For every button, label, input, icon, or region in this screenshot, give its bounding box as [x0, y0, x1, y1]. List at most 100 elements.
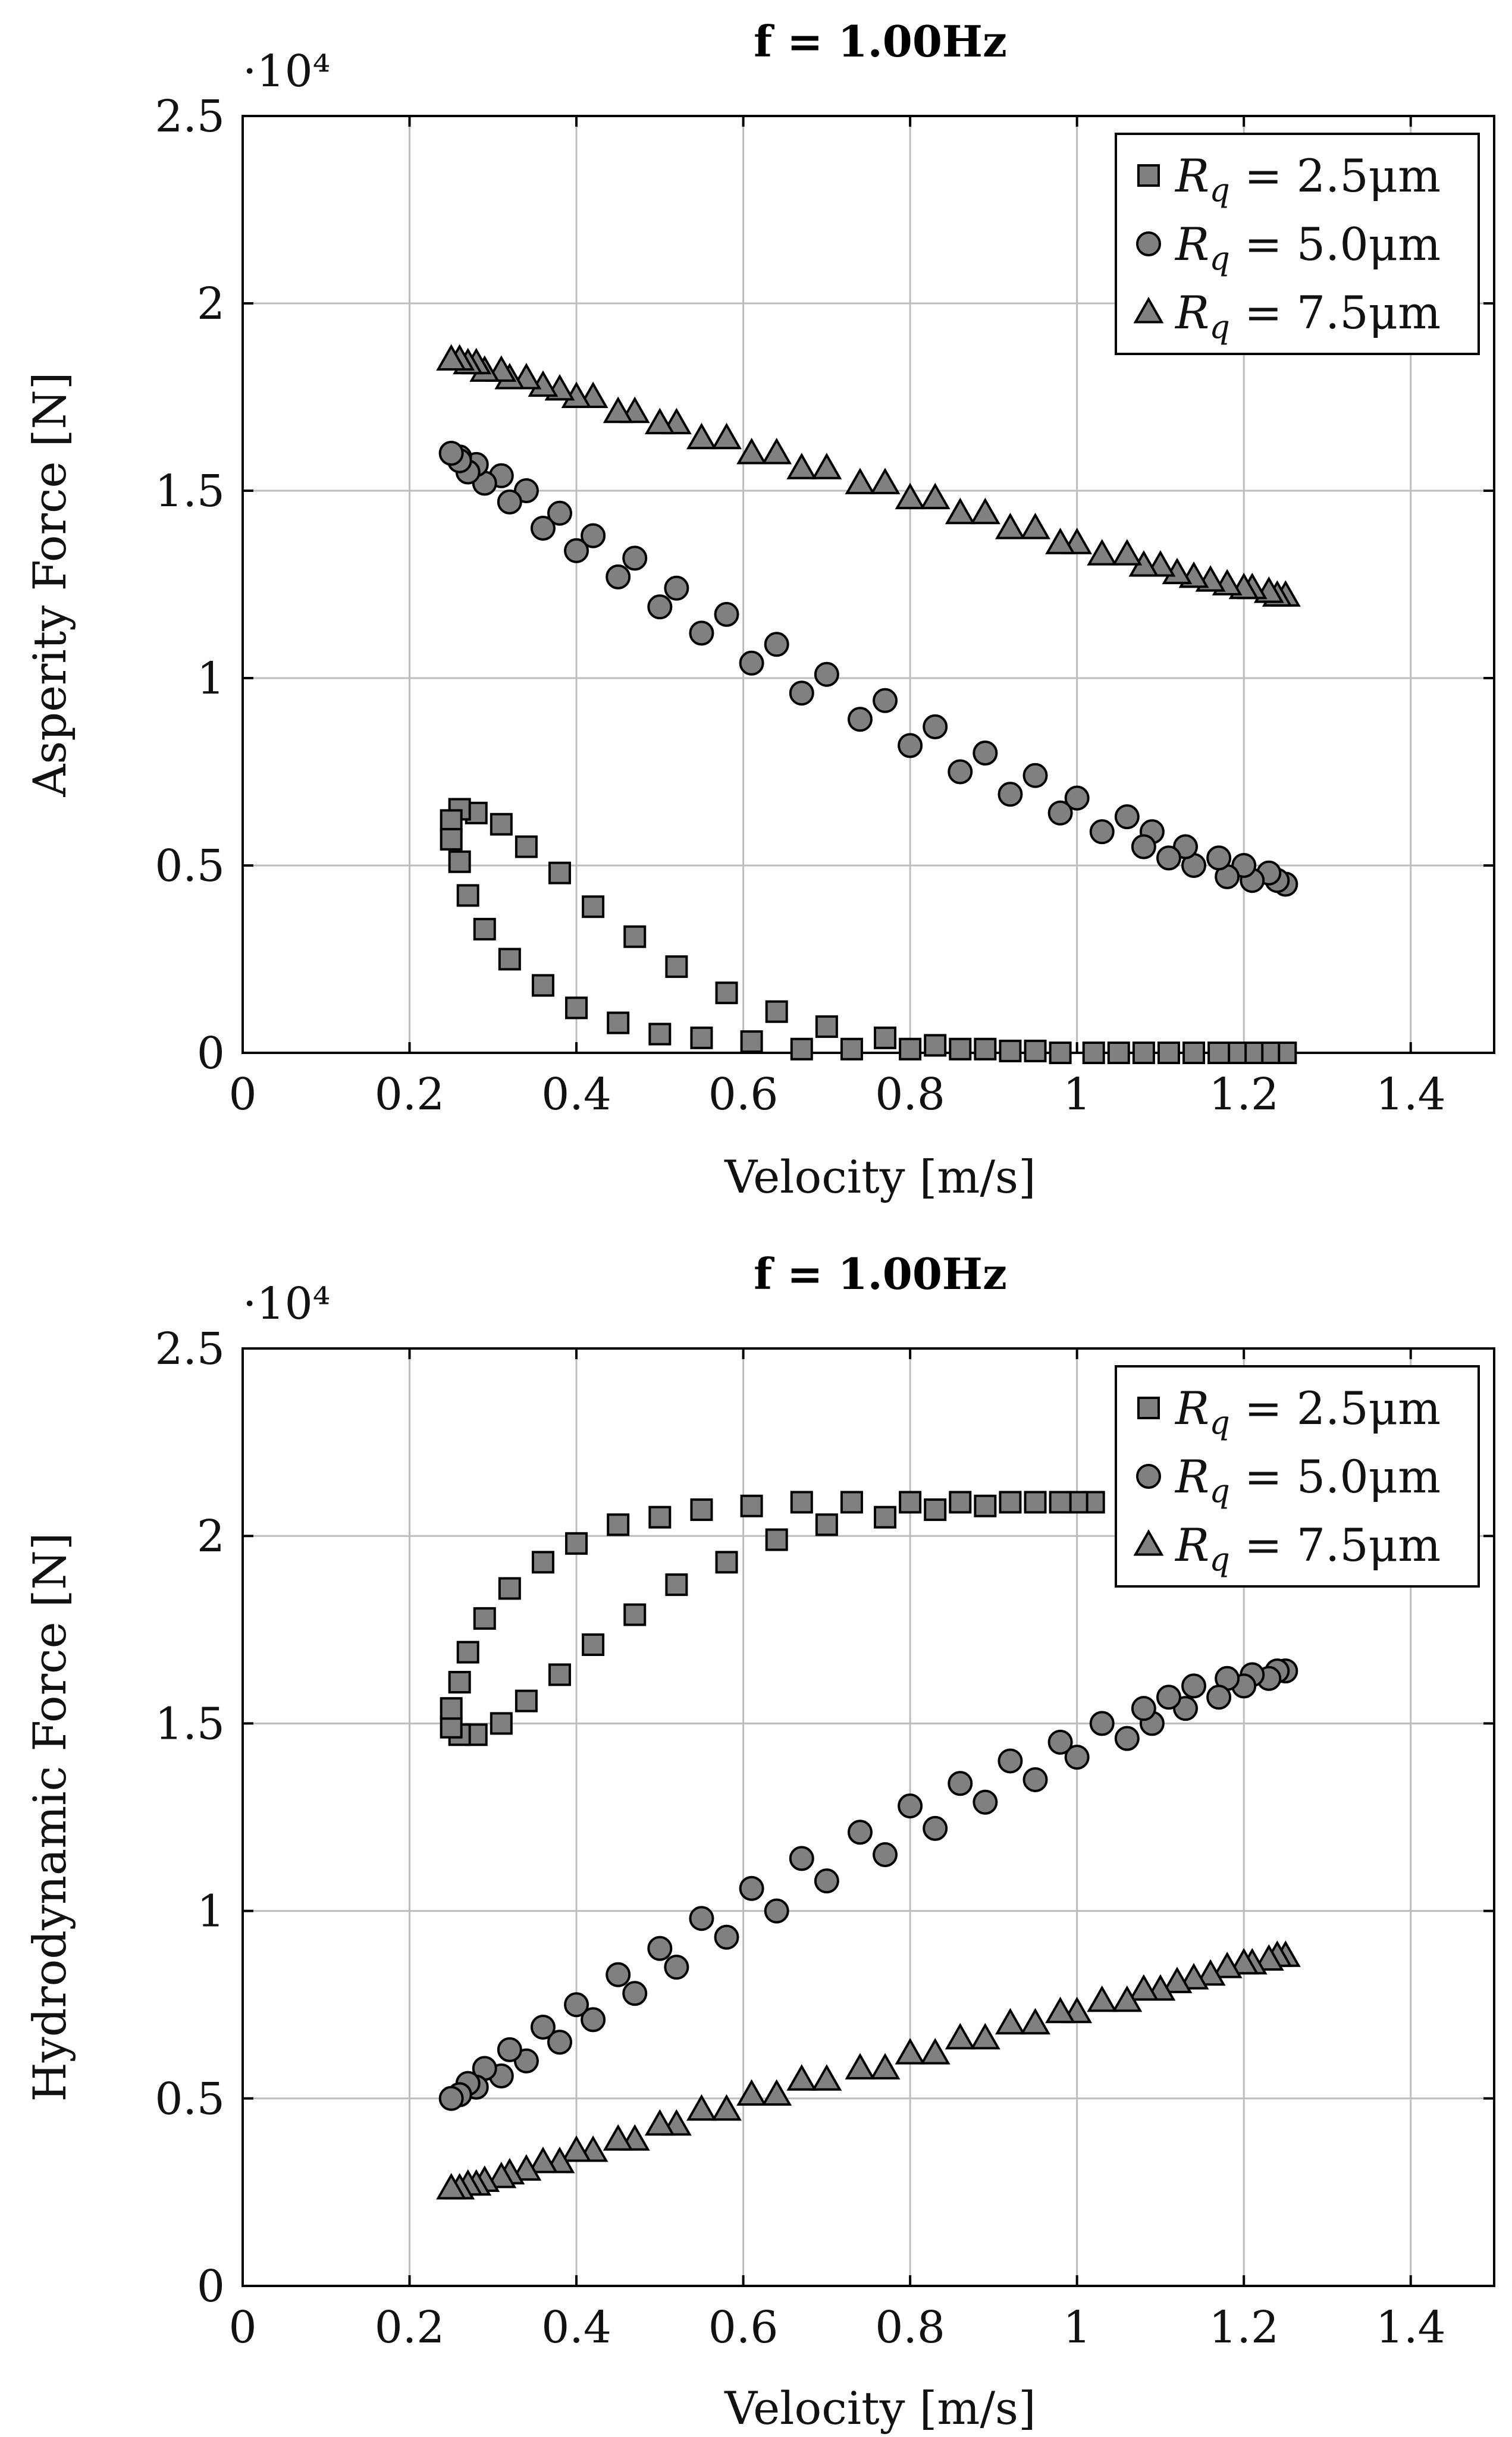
circle-data-point [923, 1815, 948, 1841]
legend-symbol: R [1174, 149, 1209, 202]
square-data-point [498, 948, 521, 971]
circle-data-point [997, 782, 1023, 807]
square-data-point [1132, 1042, 1155, 1064]
x-tick-label: 0.2 [375, 2302, 445, 2353]
square-data-point [924, 1498, 947, 1522]
circle-data-point [1206, 845, 1232, 871]
legend-subscript: q [1209, 240, 1230, 277]
square-data-point [740, 1030, 763, 1053]
y-tick-label: 0.5 [155, 2074, 225, 2125]
square-data-point [607, 1513, 630, 1536]
legend-square-icon [1137, 164, 1160, 187]
circle-data-point [714, 1924, 739, 1950]
triangle-data-point [1112, 539, 1143, 566]
series-2 [438, 1658, 1298, 2111]
square-data-point [490, 813, 513, 836]
square-data-point [623, 1603, 647, 1626]
square-data-point [790, 1037, 813, 1061]
square-data-point [790, 1491, 813, 1514]
x-tick-label: 0.2 [375, 1069, 445, 1120]
legend-subscript: q [1209, 171, 1230, 209]
square-data-point [448, 1671, 471, 1694]
triangle-data-point [561, 2135, 592, 2162]
y-tick-label: 2.5 [155, 91, 225, 142]
legend-label: Rq = 7.5μm [1174, 1519, 1441, 1578]
legend-subscript: q [1209, 1472, 1230, 1510]
x-tick-label: 1.4 [1376, 2302, 1446, 2353]
x-tick-label: 1 [1063, 2302, 1091, 2353]
triangle-data-point [1020, 512, 1050, 540]
circle-data-point [997, 1748, 1023, 1774]
series-1 [440, 1491, 1105, 1746]
circle-data-point [1022, 763, 1048, 788]
triangle-data-point [686, 2094, 717, 2121]
triangle-data-point [1045, 1996, 1076, 2024]
circle-data-point [847, 1820, 873, 1845]
triangle-data-point [603, 396, 633, 424]
chart-panel-2: 0 0.2 0.4 0.6 0.8 1 1.2 1.4 0 0.5 1 1.5 2 2.5 ·10⁴ f = … [23, 1249, 1495, 2435]
circle-data-point [1064, 1745, 1090, 1770]
circle-data-point [814, 1868, 839, 1894]
square-data-point [473, 1607, 496, 1630]
legend-subscript: q [1209, 1541, 1230, 1578]
square-data-point [648, 1506, 672, 1529]
square-data-point [456, 1641, 479, 1664]
triangle-data-point [1178, 1963, 1209, 1990]
y-tick-label: 0 [197, 1028, 225, 1079]
legend-subscript: q [1209, 1404, 1230, 1441]
triangle-data-point [995, 512, 1025, 540]
circle-data-point [564, 1992, 589, 2018]
y-tick-label: 1.5 [155, 1698, 225, 1749]
circle-data-point [789, 1846, 814, 1871]
series-1 [440, 798, 1297, 1064]
circle-data-point [647, 1936, 673, 1961]
triangle-data-point [603, 2124, 633, 2151]
circle-data-point [1156, 845, 1181, 871]
triangle-data-point [711, 422, 742, 450]
circle-data-point [497, 489, 522, 515]
square-data-point [1157, 1042, 1180, 1064]
square-data-point [498, 1577, 521, 1600]
circle-data-point [530, 516, 556, 541]
legend-triangle-icon [1133, 296, 1164, 324]
triangle-data-point [811, 453, 842, 479]
triangle-data-point [1195, 1959, 1226, 1986]
chart-panel-1: 0 0.2 0.4 0.6 0.8 1 1.2 1.4 0 0.5 1 1.5 2 2.5 ·10⁴ f = … [23, 16, 1495, 1203]
circle-data-point [664, 575, 689, 601]
circle-data-point [948, 759, 973, 785]
square-data-point [874, 1506, 897, 1529]
circle-data-point [739, 650, 764, 676]
square-data-point [974, 1037, 997, 1061]
circle-data-point [739, 1875, 764, 1901]
legend-label: Rq = 2.5μm [1174, 149, 1441, 209]
circle-data-point [530, 2015, 556, 2040]
triangle-data-point [736, 437, 767, 465]
circle-data-point [497, 2037, 522, 2062]
square-data-point [974, 1494, 997, 1517]
legend-symbol: R [1174, 1382, 1209, 1435]
square-data-point [582, 895, 605, 918]
square-data-point [448, 850, 471, 873]
square-data-point [440, 809, 463, 832]
square-data-point [623, 925, 647, 948]
circle-data-point [438, 2085, 464, 2111]
circle-data-point [898, 733, 923, 758]
triangle-data-point [528, 2146, 559, 2173]
legend-box [1115, 133, 1480, 355]
circle-data-point [789, 680, 814, 706]
triangle-data-point [644, 2109, 675, 2136]
square-data-point [565, 1532, 588, 1555]
triangle-data-point [970, 497, 1000, 525]
square-data-point [690, 1026, 713, 1049]
legend-symbol: R [1174, 1450, 1209, 1503]
legend-circle-icon [1136, 1464, 1161, 1489]
triangle-data-point [436, 2173, 467, 2200]
circle-data-point [973, 1789, 998, 1815]
y-tick-label: 1.5 [155, 466, 225, 517]
triangle-data-point [644, 407, 675, 435]
legend-subscript: q [1209, 308, 1230, 346]
square-data-point [765, 1528, 788, 1551]
square-data-point [815, 1015, 838, 1038]
triangle-data-point [870, 468, 901, 494]
